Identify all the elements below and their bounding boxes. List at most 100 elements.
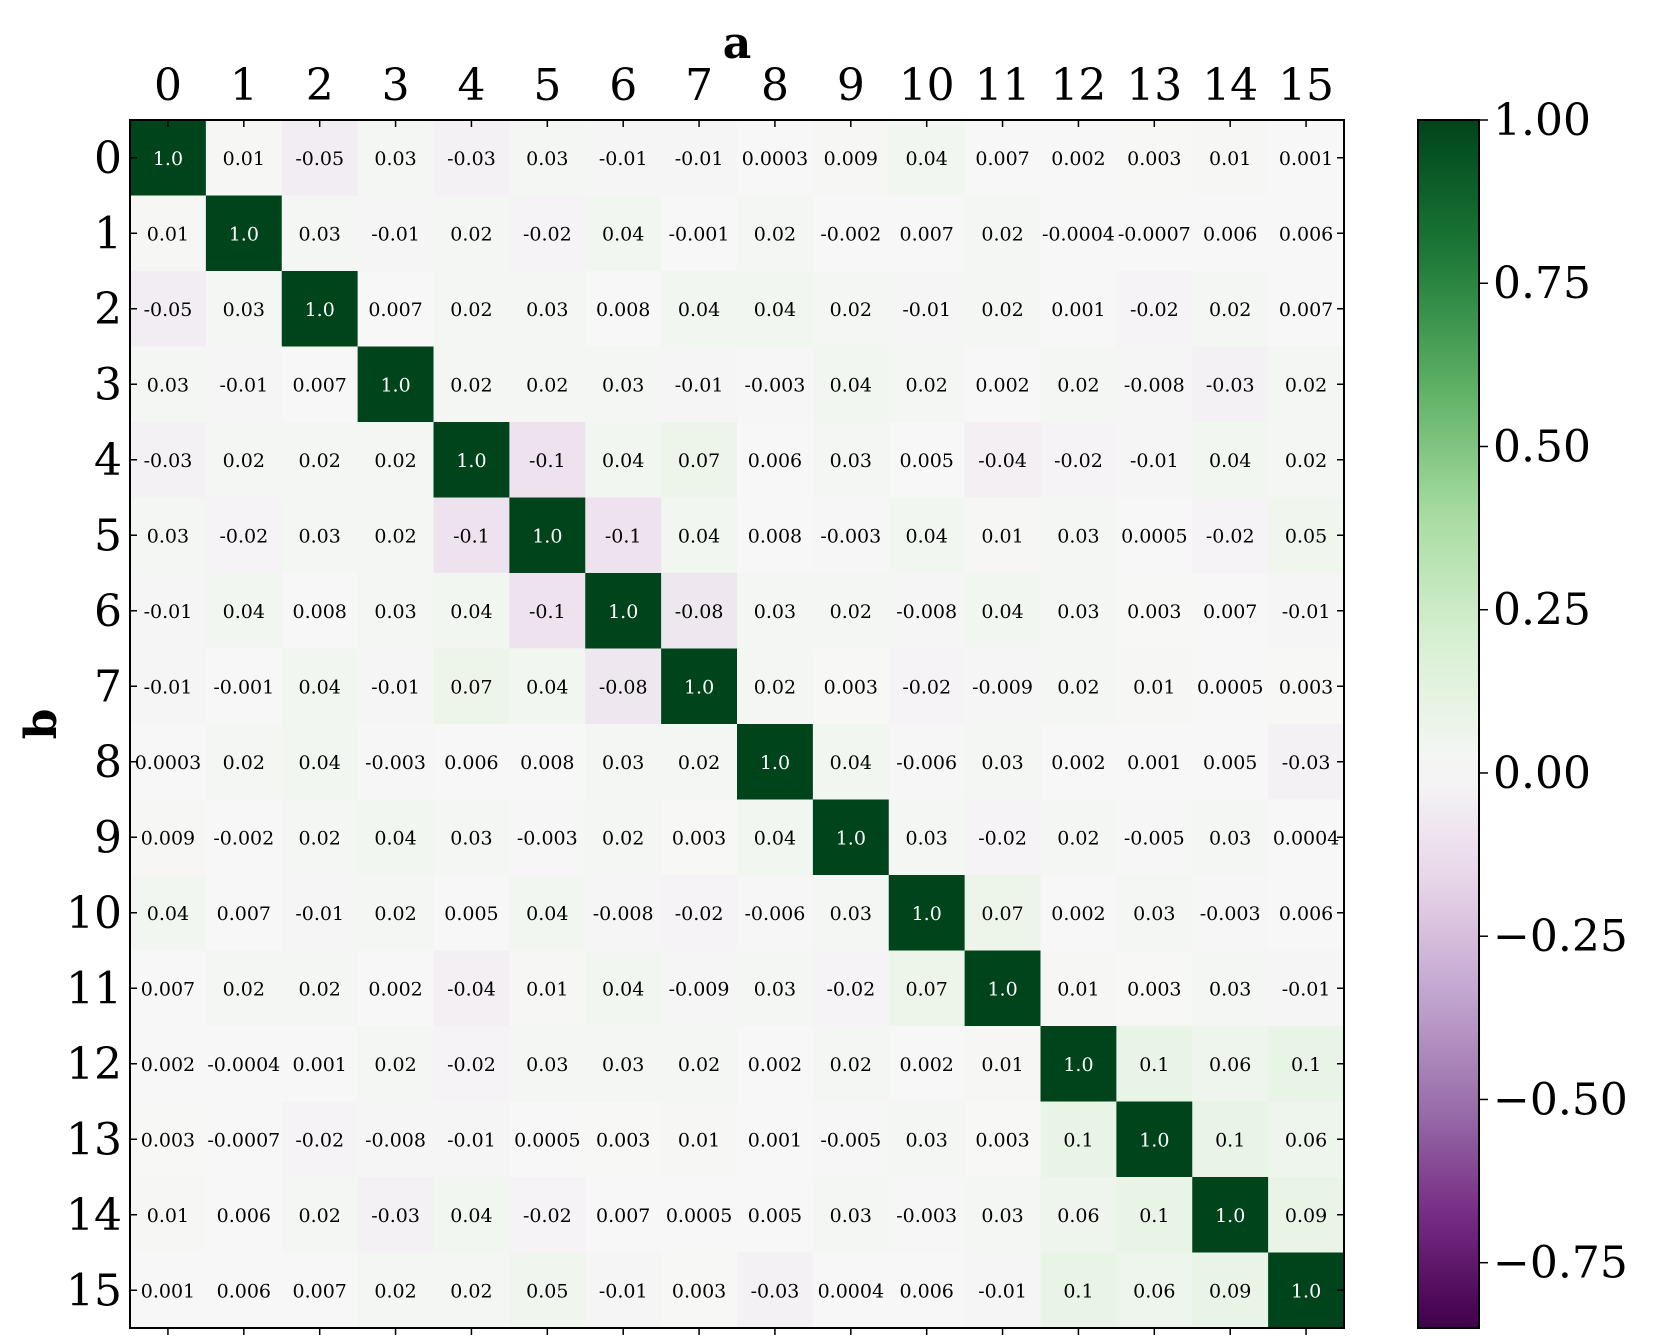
heatmap-cell [661,573,738,650]
heatmap-cell [357,1026,435,1103]
heatmap-cell [661,724,738,801]
heatmap-cell [509,875,586,952]
heatmap-cell [509,497,586,574]
heatmap-cell-label: 0.0003 [742,148,808,170]
heatmap-cell [1192,875,1269,952]
heatmap-cell [357,950,435,1027]
heatmap-cell-label: 0.03 [981,752,1023,774]
heatmap-cell [661,1252,738,1329]
heatmap-cell [661,497,738,574]
heatmap-cell [130,120,207,197]
heatmap-cell [1192,724,1269,801]
heatmap-cell-label: -0.03 [1206,374,1255,396]
heatmap-cell-label: 0.002 [1051,752,1105,774]
heatmap-cell-label: -0.02 [447,1054,496,1076]
heatmap-cell-label: 0.02 [830,1054,872,1076]
heatmap-cell-label: 1.0 [912,903,942,925]
heatmap-cell [1040,1026,1117,1103]
heatmap-cell [964,422,1042,499]
heatmap-cell-label: 0.02 [299,450,341,472]
heatmap-cell-label: 0.02 [830,299,872,321]
heatmap-cell-label: 0.005 [444,903,498,925]
heatmap-cell [661,346,738,423]
heatmap-cell-label: -0.02 [902,676,951,698]
heatmap-cell [205,648,283,725]
heatmap-cell [205,1026,283,1103]
heatmap-cell-label: -0.008 [896,601,957,623]
heatmap-cell [205,120,283,197]
heatmap-cell [585,950,662,1027]
heatmap-cell-label: -0.08 [599,676,648,698]
heatmap-cell-label: 0.02 [526,374,568,396]
heatmap-cell-label: 1.0 [760,752,790,774]
heatmap-cell [1268,724,1345,801]
heatmap-cell-label: 1.0 [1215,1205,1245,1227]
heatmap-cell-label: 0.006 [444,752,498,774]
heatmap-cell-label: 0.003 [1127,148,1181,170]
heatmap-cell-label: 0.04 [602,223,644,245]
heatmap-cell-label: 0.03 [1209,978,1251,1000]
x-tick-label: 14 [1202,60,1258,111]
heatmap-cell [433,422,510,499]
heatmap-cell-label: 0.002 [1051,148,1105,170]
heatmap-cell [1268,573,1345,650]
heatmap-cell-label: -0.03 [144,450,193,472]
heatmap-cell-label: 0.001 [748,1129,802,1151]
heatmap-cell [1192,1177,1269,1254]
heatmap-cell [509,271,586,348]
heatmap-cell-label: 0.01 [223,148,265,170]
heatmap-cell-label: 0.04 [754,827,796,849]
heatmap-cell-label: 0.006 [1203,223,1257,245]
heatmap-cell-label: -0.02 [523,223,572,245]
heatmap-cell-label: 0.04 [906,148,948,170]
heatmap-cell [281,799,359,876]
heatmap-cell-label: 0.02 [678,752,720,774]
heatmap-cell [509,648,586,725]
heatmap-cell [812,1026,890,1103]
heatmap-cell [281,271,359,348]
heatmap-cell [357,875,435,952]
heatmap-cell-label: 0.03 [526,148,568,170]
heatmap-cell-label: 1.0 [305,299,335,321]
heatmap-cell-label: 0.005 [748,1205,802,1227]
heatmap-cell [812,120,890,197]
heatmap-cell [281,1101,359,1178]
heatmap-cell [1268,950,1345,1027]
heatmap-cell-label: 0.04 [981,601,1023,623]
heatmap-cell [888,195,966,272]
heatmap-cell [1192,497,1269,574]
heatmap-cell-label: -0.006 [745,903,806,925]
heatmap-cell-label: -0.009 [972,676,1033,698]
x-tick-label: 7 [685,60,713,111]
y-tick-label: 14 [66,1190,122,1241]
heatmap-cell-label: 0.02 [374,903,416,925]
heatmap-cell [130,195,207,272]
y-axis-title: b [16,709,67,740]
heatmap-cell-label: 0.007 [292,1280,346,1302]
heatmap-cell [1192,346,1269,423]
heatmap-cell [661,799,738,876]
heatmap-cell-label: 0.03 [754,978,796,1000]
heatmap-cell-label: 0.001 [1051,299,1105,321]
heatmap-cell-label: 0.007 [596,1205,650,1227]
heatmap-cell-label: 0.007 [141,978,195,1000]
heatmap-cell [1040,195,1117,272]
heatmap-cell-label: 0.02 [1057,827,1099,849]
heatmap-cell [812,648,890,725]
heatmap-cell-label: 0.03 [1057,601,1099,623]
y-tick-label: 7 [94,661,122,712]
heatmap-cell [1116,195,1193,272]
heatmap-cell-label: 0.07 [678,450,720,472]
heatmap-cell [585,573,662,650]
heatmap-cell [1116,346,1193,423]
heatmap-cell-label: 0.002 [899,1054,953,1076]
heatmap-cell [585,271,662,348]
heatmap-cell [737,799,814,876]
heatmap-cell-label: 0.02 [1209,299,1251,321]
heatmap-cell [888,120,966,197]
heatmap-cell-label: -0.0004 [207,1054,280,1076]
heatmap-cell [585,497,662,574]
heatmap-cell-label: 0.04 [678,525,720,547]
heatmap-cell-label: 0.009 [824,148,878,170]
heatmap-cell-label: 0.008 [748,525,802,547]
